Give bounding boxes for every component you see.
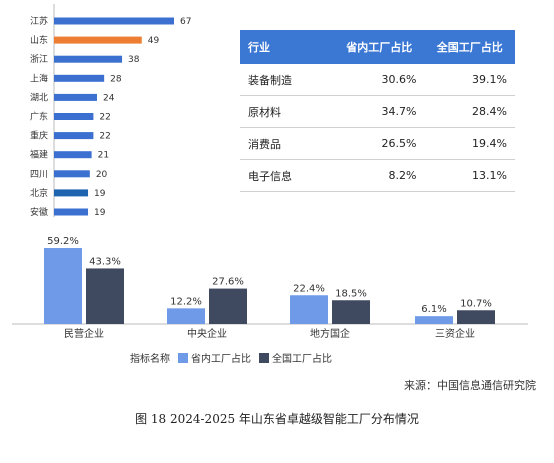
category-label: 福建 xyxy=(30,149,48,161)
value-label: 27.6% xyxy=(212,277,244,288)
value-label: 59.2% xyxy=(47,236,79,247)
table-cell: 26.5% xyxy=(334,127,425,160)
bar xyxy=(54,36,142,44)
category-label: 湖北 xyxy=(30,92,48,103)
bar xyxy=(54,189,89,197)
bar xyxy=(415,316,453,324)
value-label: 24 xyxy=(103,93,115,103)
value-label: 43.3% xyxy=(89,256,121,267)
province-bar-chart: 江苏 67 山东 49 浙江 38 上海 28 湖北 24 广东 22 重庆 22 福建 21 四川 20 北京 19… xyxy=(30,4,191,218)
table-cell: 13.1% xyxy=(424,159,515,192)
value-label: 49 xyxy=(148,36,160,46)
legend-swatch xyxy=(178,352,188,363)
category-label: 中央企业 xyxy=(187,327,227,340)
chart-legend: 指标名称 省内工厂占比 全国工厂占比 xyxy=(130,350,332,365)
bar xyxy=(54,113,94,120)
category-label: 广东 xyxy=(30,111,48,123)
table-header-row: 行业 省内工厂占比 全国工厂占比 xyxy=(240,30,515,64)
category-label: 浙江 xyxy=(30,53,48,65)
category-label: 安徽 xyxy=(30,206,48,218)
bar xyxy=(209,288,247,324)
bar xyxy=(86,268,124,324)
category-label: 重庆 xyxy=(30,130,48,142)
legend-label: 全国工厂占比 xyxy=(272,354,332,365)
value-label: 28 xyxy=(110,74,122,84)
category-label: 三资企业 xyxy=(435,327,475,340)
bar xyxy=(54,17,174,25)
table-header-cell: 行业 xyxy=(240,30,334,64)
bar xyxy=(44,248,82,324)
value-label: 22 xyxy=(99,113,110,123)
bar xyxy=(54,93,97,101)
table-row: 原材料 34.7% 28.4% xyxy=(240,95,515,128)
category-label: 北京 xyxy=(30,187,48,199)
table-header-cell: 省内工厂占比 xyxy=(334,30,425,64)
bar xyxy=(332,300,370,324)
table-row: 消费品 26.5% 19.4% xyxy=(240,127,515,160)
legend-swatch xyxy=(259,352,269,363)
category-label: 民营企业 xyxy=(64,327,104,340)
legend-title: 指标名称 xyxy=(130,354,170,365)
value-label: 12.2% xyxy=(170,296,202,307)
table-cell: 28.4% xyxy=(424,95,515,128)
bar xyxy=(54,170,90,178)
category-label: 四川 xyxy=(30,170,48,180)
table-cell: 装备制造 xyxy=(240,64,334,96)
bar xyxy=(290,295,328,324)
table-cell: 电子信息 xyxy=(240,159,334,192)
value-label: 67 xyxy=(180,17,191,27)
table-cell: 30.6% xyxy=(334,64,425,96)
bar xyxy=(167,308,205,324)
table-cell: 34.7% xyxy=(334,95,425,128)
table-cell: 原材料 xyxy=(240,95,334,128)
value-label: 20 xyxy=(96,170,108,180)
value-label: 18.5% xyxy=(335,288,367,299)
category-label: 江苏 xyxy=(30,15,48,27)
value-label: 10.7% xyxy=(460,298,492,309)
table-header-cell: 全国工厂占比 xyxy=(424,30,515,64)
source-note: 来源：中国信息通信研究院 xyxy=(404,379,536,392)
bar xyxy=(457,310,495,324)
bar xyxy=(54,55,123,63)
category-label: 上海 xyxy=(30,72,48,84)
bar xyxy=(54,151,92,159)
figure-caption: 图 18 2024-2025 年山东省卓越级智能工厂分布情况 xyxy=(135,412,419,426)
value-label: 22.4% xyxy=(293,283,325,294)
table-cell: 39.1% xyxy=(424,64,515,96)
ownership-bar-chart: 59.2% 43.3% 民营企业 12.2% 27.6% 中央企业 22.4% 18.5% 地方… xyxy=(12,236,528,340)
value-label: 38 xyxy=(128,55,140,65)
category-label: 山东 xyxy=(30,34,48,46)
value-label: 19 xyxy=(94,189,106,199)
table-cell: 消费品 xyxy=(240,127,334,160)
value-label: 6.1% xyxy=(421,304,446,315)
category-label: 地方国企 xyxy=(310,327,350,340)
table-cell: 19.4% xyxy=(424,127,515,160)
table-row: 装备制造 30.6% 39.1% xyxy=(240,64,515,96)
table-row: 电子信息 8.2% 13.1% xyxy=(240,159,515,192)
legend-label: 省内工厂占比 xyxy=(191,354,251,365)
industry-ratio-table: 行业 省内工厂占比 全国工厂占比 装备制造 30.6% 39.1% 原材料 34… xyxy=(240,30,515,192)
bar xyxy=(54,132,94,140)
bar xyxy=(54,74,105,82)
value-label: 21 xyxy=(98,151,109,161)
table-cell: 8.2% xyxy=(334,159,425,192)
bar xyxy=(54,208,89,216)
value-label: 19 xyxy=(94,208,106,218)
value-label: 22 xyxy=(99,132,110,142)
